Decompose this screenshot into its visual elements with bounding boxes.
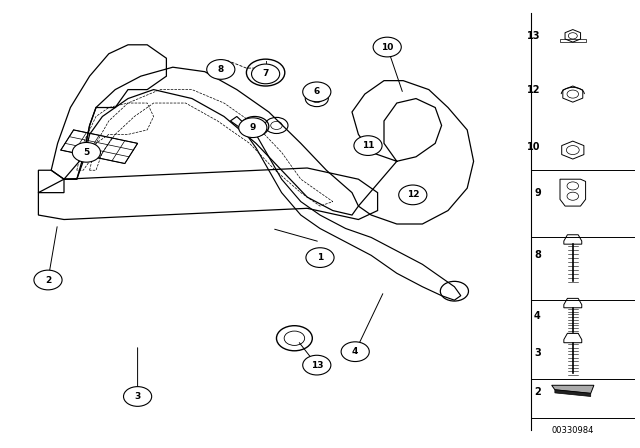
Circle shape xyxy=(239,118,267,138)
Text: 2: 2 xyxy=(45,276,51,284)
Text: 00330984: 00330984 xyxy=(552,426,594,435)
Text: 5: 5 xyxy=(83,148,90,157)
Text: 8: 8 xyxy=(534,250,541,260)
Circle shape xyxy=(354,136,382,155)
Circle shape xyxy=(252,64,280,84)
Text: 11: 11 xyxy=(362,141,374,150)
Text: 13: 13 xyxy=(310,361,323,370)
Bar xyxy=(560,39,586,42)
Text: 1: 1 xyxy=(317,253,323,262)
Circle shape xyxy=(303,82,331,102)
Text: 12: 12 xyxy=(406,190,419,199)
Circle shape xyxy=(207,60,235,79)
Text: 3: 3 xyxy=(534,348,541,358)
Circle shape xyxy=(373,37,401,57)
Text: 8: 8 xyxy=(218,65,224,74)
Text: 10: 10 xyxy=(381,43,394,52)
Text: 9: 9 xyxy=(534,188,541,198)
Text: 12: 12 xyxy=(527,85,541,95)
Text: 10: 10 xyxy=(527,142,541,152)
Text: 9: 9 xyxy=(250,123,256,132)
Circle shape xyxy=(34,270,62,290)
Text: 6: 6 xyxy=(314,87,320,96)
Text: 2: 2 xyxy=(534,387,541,397)
Circle shape xyxy=(399,185,427,205)
Circle shape xyxy=(124,387,152,406)
Circle shape xyxy=(303,355,331,375)
Text: 13: 13 xyxy=(527,31,541,41)
Text: 3: 3 xyxy=(134,392,141,401)
Text: 4: 4 xyxy=(534,311,541,321)
Polygon shape xyxy=(552,385,594,393)
Text: 4: 4 xyxy=(352,347,358,356)
Text: 7: 7 xyxy=(262,69,269,78)
Circle shape xyxy=(72,142,100,162)
Circle shape xyxy=(341,342,369,362)
Circle shape xyxy=(306,248,334,267)
Polygon shape xyxy=(555,390,591,396)
